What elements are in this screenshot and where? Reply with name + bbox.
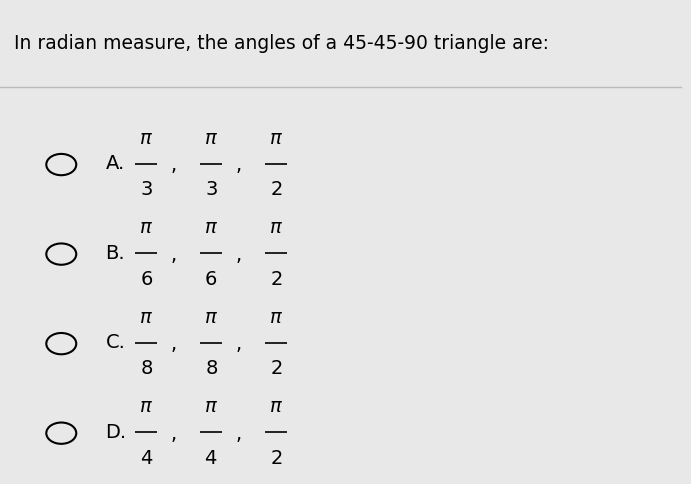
Text: $\pi$: $\pi$ — [204, 308, 218, 327]
Text: $\pi$: $\pi$ — [269, 129, 283, 148]
Text: ,: , — [235, 335, 241, 354]
Text: $\pi$: $\pi$ — [269, 218, 283, 237]
Text: $8$: $8$ — [205, 359, 218, 378]
Text: $\pi$: $\pi$ — [204, 218, 218, 237]
Text: ,: , — [171, 245, 177, 265]
Text: $2$: $2$ — [269, 180, 282, 199]
Text: $\pi$: $\pi$ — [204, 129, 218, 148]
Text: $4$: $4$ — [140, 449, 153, 468]
Text: ,: , — [171, 424, 177, 444]
Text: $\pi$: $\pi$ — [204, 397, 218, 416]
Text: In radian measure, the angles of a 45-45-90 triangle are:: In radian measure, the angles of a 45-45… — [14, 34, 549, 53]
Text: ,: , — [171, 156, 177, 175]
Text: ,: , — [235, 424, 241, 444]
Text: $2$: $2$ — [269, 359, 282, 378]
Text: ,: , — [235, 156, 241, 175]
Text: A.: A. — [106, 154, 125, 173]
Text: $2$: $2$ — [269, 449, 282, 468]
Text: ,: , — [171, 335, 177, 354]
Text: B.: B. — [106, 243, 125, 263]
Text: ,: , — [235, 245, 241, 265]
Text: $\pi$: $\pi$ — [140, 308, 153, 327]
Text: $\pi$: $\pi$ — [140, 218, 153, 237]
Text: $3$: $3$ — [205, 180, 218, 199]
Text: $\pi$: $\pi$ — [140, 129, 153, 148]
Text: $3$: $3$ — [140, 180, 153, 199]
Text: D.: D. — [106, 423, 126, 442]
Text: $4$: $4$ — [205, 449, 218, 468]
Text: $\pi$: $\pi$ — [269, 397, 283, 416]
Text: $\pi$: $\pi$ — [140, 397, 153, 416]
Text: $6$: $6$ — [205, 270, 218, 288]
Text: $8$: $8$ — [140, 359, 153, 378]
Text: C.: C. — [106, 333, 125, 352]
Text: $2$: $2$ — [269, 270, 282, 288]
Text: $6$: $6$ — [140, 270, 153, 288]
Text: $\pi$: $\pi$ — [269, 308, 283, 327]
